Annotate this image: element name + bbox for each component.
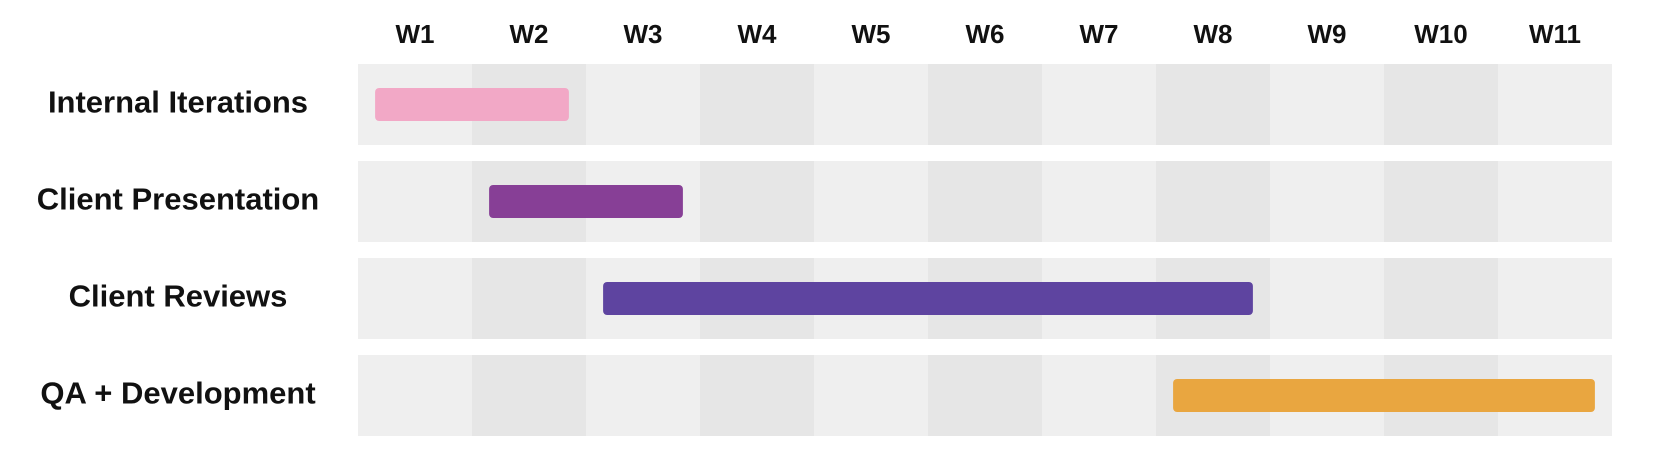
week-label-w8: W8 [1194,19,1233,49]
week-cell [1498,64,1612,145]
week-label-w3: W3 [624,19,663,49]
week-label-w7: W7 [1080,19,1119,49]
week-cell [1042,355,1156,436]
task-bar [489,185,683,218]
week-cell [814,161,928,242]
week-label-w5: W5 [852,19,891,49]
week-cell [700,355,814,436]
week-cell [472,355,586,436]
week-cell [1384,64,1498,145]
week-cell [358,258,472,339]
task-bar [1173,379,1595,412]
week-cell [814,355,928,436]
week-cell [586,355,700,436]
week-cell [928,161,1042,242]
week-cell [358,355,472,436]
task-row [358,161,1612,242]
week-cell [358,161,472,242]
week-cell [1384,161,1498,242]
week-cell [1384,258,1498,339]
week-cell [586,64,700,145]
week-label-w2: W2 [510,19,549,49]
week-cell [1042,161,1156,242]
week-cell [928,355,1042,436]
week-label-w11: W11 [1529,19,1581,49]
week-cell [1270,161,1384,242]
week-cell [814,64,928,145]
week-label-w9: W9 [1308,19,1347,49]
week-cell [1498,161,1612,242]
week-cell [1270,258,1384,339]
task-bar [603,282,1253,315]
week-label-w1: W1 [396,19,435,49]
week-cell [1270,64,1384,145]
task-label: Internal Iterations [48,85,308,120]
week-cell [700,161,814,242]
week-cell [1498,258,1612,339]
task-label: Client Reviews [69,279,288,314]
task-row [358,64,1612,145]
task-label: QA + Development [40,376,315,411]
task-bar [375,88,569,121]
week-cell [1042,64,1156,145]
week-cell [1156,64,1270,145]
week-label-w6: W6 [966,19,1005,49]
week-cell [928,64,1042,145]
week-cell [1156,161,1270,242]
week-cell [472,258,586,339]
task-label: Client Presentation [37,182,320,217]
week-label-w10: W10 [1414,19,1467,49]
week-cell [700,64,814,145]
week-label-w4: W4 [738,19,778,49]
